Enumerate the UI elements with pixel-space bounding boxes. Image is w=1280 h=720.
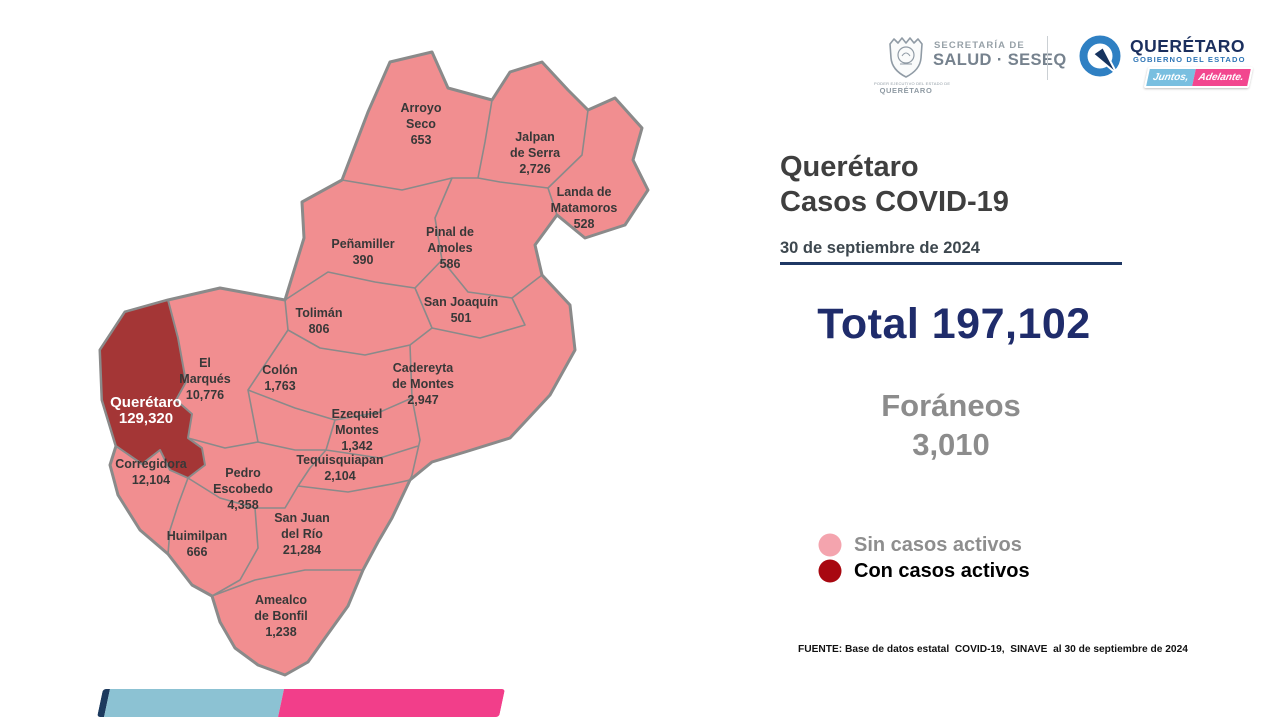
total-value: 197,102 [931,300,1091,348]
footer-bar [97,689,505,717]
sin-casos-swatch-icon [818,533,842,557]
municipal-borders [167,99,589,597]
municipality-label-el-marques: El Marqués 10,776 [179,356,230,402]
municipality-label-colon: Colón 1,763 [262,363,297,393]
gobierno-slogan-badge: Juntos, Adelante. [1143,67,1253,88]
crest-emblem [897,46,915,64]
total-label: Total [817,300,920,348]
municipality-label-tequisquiapan: Tequisquiapan 2,104 [296,453,383,483]
legend: Sin casos activos Con casos activos [818,532,1030,584]
seseq-sub-text: PODER EJECUTIVO DEL ESTADO DE QUERÉTARO [874,81,951,95]
municipality-label-huimilpan: Huimilpan 666 [167,529,227,559]
queretaro-map: Arroyo Seco 653 Jalpan de Serra 2,726 Landa de… [98,50,650,677]
con-casos-swatch-icon [818,559,842,583]
crest-detail [900,52,912,65]
municipality-label-san-juan-del-rio: San Juan del Río 21,284 [274,511,330,557]
municipality-label-pedro-escobedo: Pedro Escobedo 4,358 [213,466,273,512]
seseq-crest-icon [889,37,923,78]
municipality-label-arroyo-seco: Arroyo Seco 653 [401,101,442,147]
legend-item-con-casos: Con casos activos [818,558,1030,584]
legend-item-sin-casos: Sin casos activos [818,532,1030,558]
gobierno-name: QUERÉTARO [1130,36,1246,56]
crest-shield [889,37,923,78]
municipality-label-amealco-de-bonfil: Amealco de Bonfil 1,238 [254,593,307,639]
region-queretaro-active [99,299,206,479]
legend-label-sin-casos: Sin casos activos [854,533,1022,556]
foraneos-block: Foráneos 3,010 [780,386,1122,464]
title-line1: Querétaro [780,151,919,183]
map-labels: Arroyo Seco 653 Jalpan de Serra 2,726 Landa de… [110,101,617,639]
logo-divider [1047,36,1048,80]
footer-bar-pink-segment [278,689,505,717]
municipality-label-toliman: Tolimán 806 [296,306,343,336]
seseq-queretaro-text: QUERÉTARO [879,86,933,95]
gobierno-q-icon [1079,35,1121,77]
foraneos-label: Foráneos [881,388,1021,423]
municipality-label-queretaro: Querétaro 129,320 [110,394,182,427]
slogan-right: Adelante. [1191,69,1251,86]
gobierno-subtitle: GOBIERNO DEL ESTADO [1133,55,1246,64]
municipality-label-san-joaquin: San Joaquín 501 [424,295,498,325]
q-ring [1079,35,1121,77]
page-title: Querétaro Casos COVID-19 [780,150,1009,220]
municipality-label-jalpan-de-serra: Jalpan de Serra 2,726 [510,130,561,176]
report-date: 30 de septiembre de 2024 [780,239,980,257]
seseq-salud-text: SALUD · SESEQ [933,51,1067,69]
legend-label-con-casos: Con casos activos [854,559,1030,582]
municipality-label-cadereyta-de-montes: Cadereyta de Montes 2,947 [392,361,454,407]
municipality-label-ezequiel-montes: Ezequiel Montes 1,342 [332,407,383,453]
seseq-secretaria-text: SECRETARÍA DE [934,40,1025,51]
seseq-poder-text: PODER EJECUTIVO DEL ESTADO DE [874,81,951,86]
municipality-label-landa-de-matamoros: Landa de Matamoros 528 [551,185,618,231]
foraneos-value: 3,010 [912,427,990,462]
footer-bar-blue-segment [104,689,284,717]
municipality-label-penamiller: Peñamiller 390 [331,237,394,267]
municipality-label-pinal-de-amoles: Pinal de Amoles 586 [426,225,474,271]
municipality-label-corregidora: Corregidora 12,104 [115,457,188,487]
source-note: FUENTE: Base de datos estatal COVID-19, … [798,644,1188,655]
q-arrow [1091,45,1118,75]
total-cases: Total 197,102 [780,300,1128,349]
slogan-left: Juntos, [1146,69,1196,86]
date-underline [780,262,1122,265]
title-line2: Casos COVID-19 [780,186,1009,218]
